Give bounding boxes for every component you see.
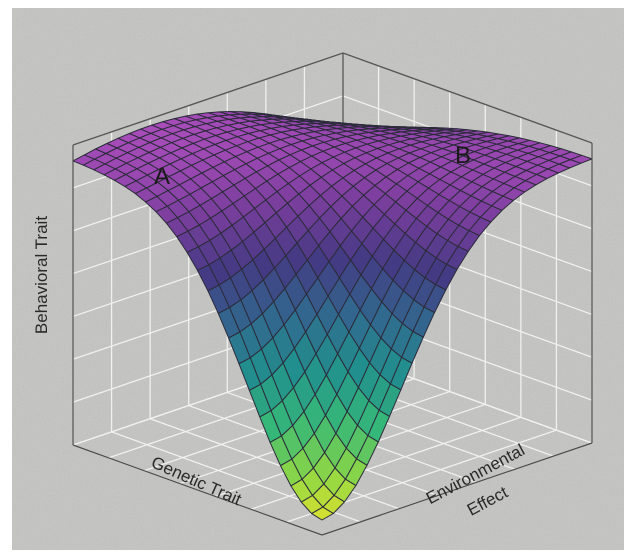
annotation-a: A <box>154 163 170 190</box>
box-top-edge <box>72 52 344 146</box>
box-front-edge <box>72 444 323 536</box>
surface-mesh <box>72 111 593 521</box>
surface-facet <box>311 506 334 521</box>
box-top-edge <box>342 52 593 144</box>
box-front-edge <box>321 442 593 536</box>
floor-grid-line <box>149 418 400 510</box>
annotation-b: B <box>455 142 471 169</box>
box-front-edges <box>72 143 593 536</box>
z-axis-label: Behavioral Trait <box>32 216 51 334</box>
annotations: A B <box>154 142 471 190</box>
